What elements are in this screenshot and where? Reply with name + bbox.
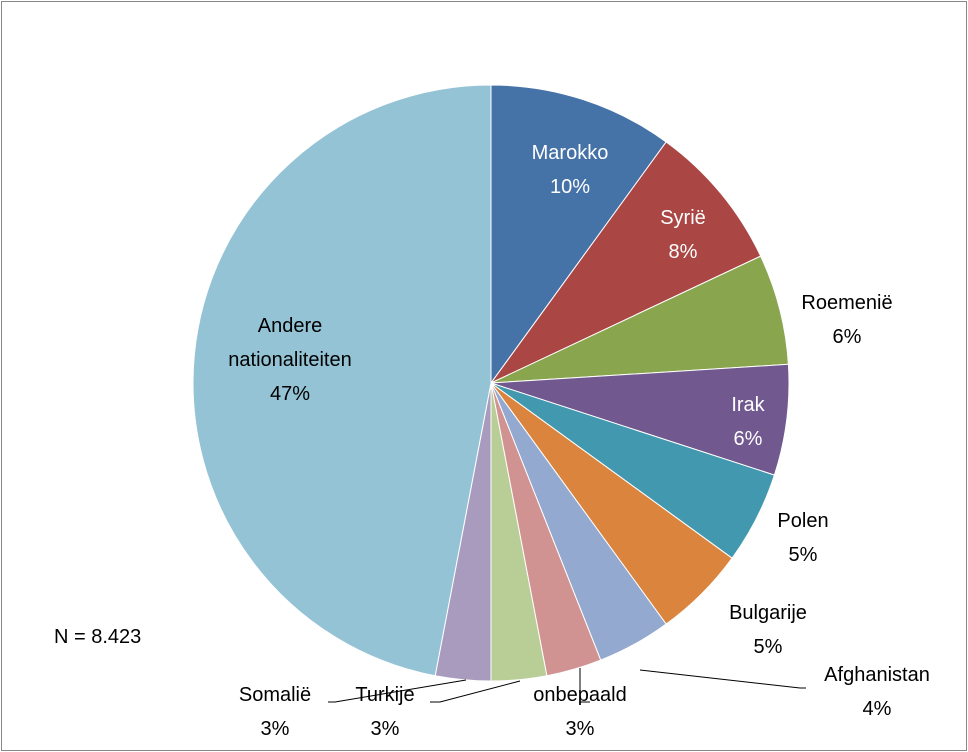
slice-label: Polen 5%	[777, 504, 828, 572]
category-label: Syrië	[660, 207, 706, 229]
slice-label: Marokko 10%	[532, 136, 609, 204]
slice-label: Irak 6%	[731, 388, 764, 456]
category-label: Andere nationaliteiten	[228, 315, 352, 371]
pie-slice	[192, 84, 492, 677]
category-label: Irak	[731, 394, 765, 416]
value-label: 3%	[260, 718, 290, 740]
leader-line	[328, 679, 467, 703]
category-label: Bulgarije	[729, 602, 807, 624]
slice-label: Turkije 3%	[355, 678, 414, 746]
leader-line	[579, 668, 590, 703]
category-label: Somalië	[238, 684, 312, 706]
category-label: Turkije	[355, 684, 415, 706]
slice-label: Somalië 3%	[239, 678, 311, 746]
category-label: Roemenië	[801, 292, 893, 314]
leader-line	[430, 680, 521, 703]
slice-label: Roemenië 6%	[801, 286, 892, 354]
pie-slice	[490, 141, 762, 384]
slice-label: Andere nationaliteiten 47%	[205, 309, 375, 411]
slice-label: Bulgarije 5%	[729, 596, 807, 664]
value-label: 3%	[565, 718, 595, 740]
value-label: 6%	[832, 326, 862, 348]
value-label: 10%	[549, 176, 591, 198]
category-label: Polen	[777, 510, 829, 532]
category-label: Afghanistan	[824, 664, 930, 686]
value-label: 47%	[269, 383, 311, 405]
slice-label: onbepaald 3%	[533, 678, 626, 746]
value-label: 5%	[788, 544, 818, 566]
category-label: Marokko	[531, 142, 609, 164]
slice-label: Syrië 8%	[660, 201, 706, 269]
value-label: 5%	[753, 636, 783, 658]
category-label: onbepaald	[533, 684, 627, 706]
value-label: 4%	[862, 698, 892, 720]
value-label: 8%	[668, 241, 698, 263]
value-label: 3%	[370, 718, 400, 740]
pie-slice	[490, 84, 667, 385]
annotation: N = 8.423	[54, 626, 142, 648]
leader-line	[639, 669, 806, 689]
value-label: 6%	[733, 428, 763, 450]
slice-label: Afghanistan 4%	[824, 658, 930, 726]
